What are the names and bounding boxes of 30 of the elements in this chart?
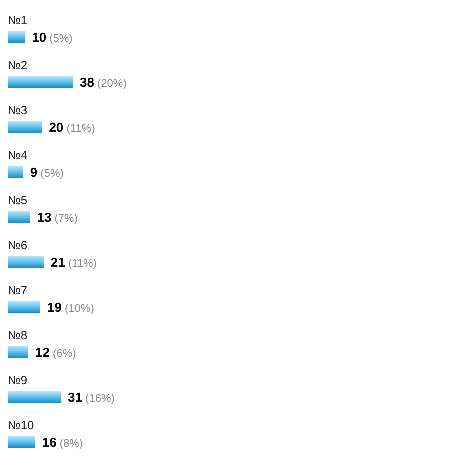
data-label: 13 (7%) bbox=[37, 210, 78, 225]
data-label: 21 (11%) bbox=[50, 255, 97, 270]
y-tick-label: №1 bbox=[8, 14, 28, 28]
bar bbox=[8, 76, 73, 88]
y-tick-label: №4 bbox=[8, 148, 28, 162]
bar bbox=[8, 436, 36, 448]
y-tick-label: №2 bbox=[8, 58, 28, 72]
bar bbox=[8, 121, 42, 133]
bar bbox=[8, 301, 40, 313]
data-label: 16 (8%) bbox=[42, 435, 84, 450]
data-label: 9 (5%) bbox=[30, 165, 64, 180]
y-tick-label: №7 bbox=[8, 284, 28, 298]
y-tick-label: №5 bbox=[8, 194, 28, 208]
data-label: 19 (10%) bbox=[48, 300, 94, 315]
bar bbox=[8, 211, 30, 223]
data-label: 20 (11%) bbox=[49, 120, 96, 135]
y-tick-label: №6 bbox=[8, 238, 28, 252]
data-label: 31 (16%) bbox=[68, 390, 115, 405]
bar bbox=[8, 346, 29, 358]
data-label: 12 (6%) bbox=[36, 345, 76, 360]
data-label: 10 (5%) bbox=[32, 30, 73, 45]
y-tick-label: №9 bbox=[8, 374, 28, 388]
data-label: 38 (20%) bbox=[80, 75, 127, 90]
bar bbox=[8, 31, 26, 43]
bar bbox=[8, 166, 24, 178]
y-tick-label: №8 bbox=[8, 328, 28, 342]
bar bbox=[8, 391, 62, 403]
y-tick-label: №3 bbox=[8, 104, 28, 118]
bar bbox=[8, 256, 44, 268]
y-tick-label: №10 bbox=[8, 418, 35, 432]
